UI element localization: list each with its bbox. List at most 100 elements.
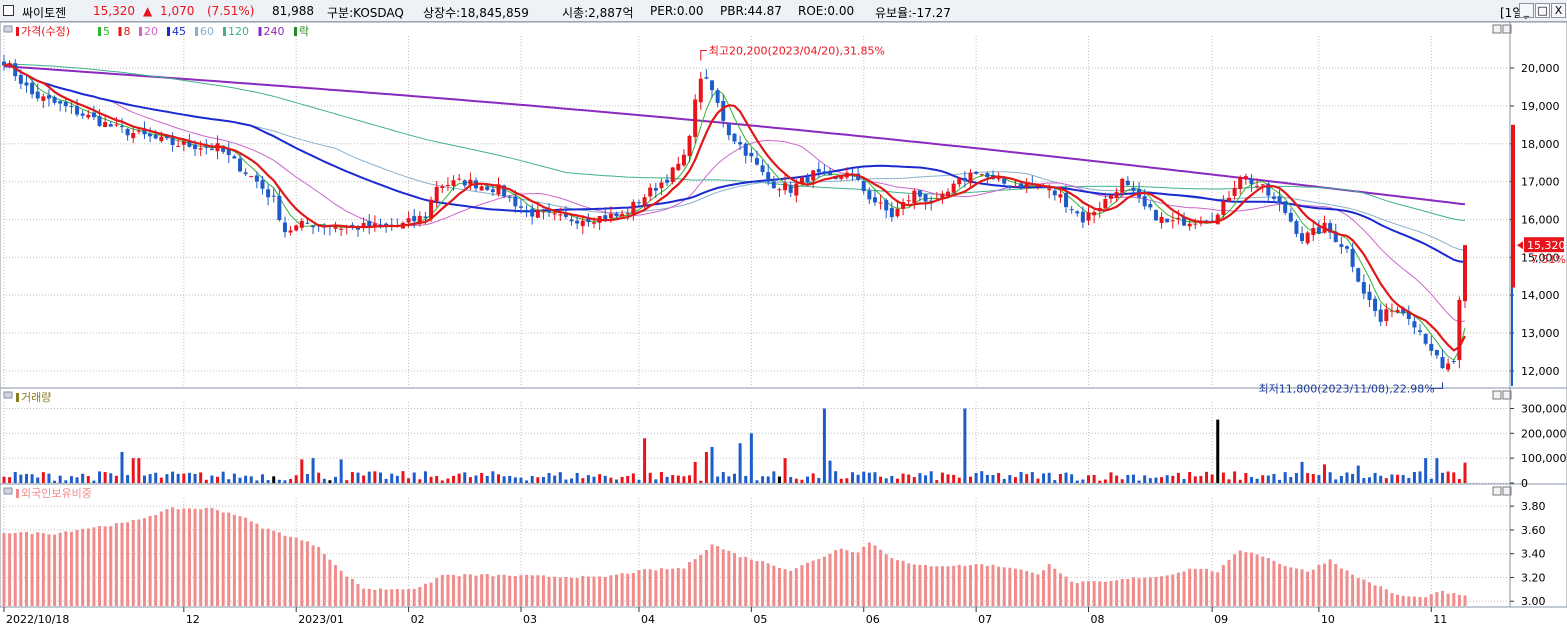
maximize-button[interactable]: □ xyxy=(1535,3,1550,18)
legend-swatch xyxy=(98,27,101,36)
foreign-bar xyxy=(249,521,253,606)
volume-bar xyxy=(227,479,231,483)
foreign-bar xyxy=(1120,579,1124,606)
candle-body xyxy=(120,126,125,128)
volume-bar xyxy=(1396,474,1400,483)
foreign-bar xyxy=(974,564,978,606)
volume-bar xyxy=(867,472,871,483)
candle-body xyxy=(665,179,670,183)
candle-body xyxy=(901,202,906,209)
foreign-bar xyxy=(221,512,225,606)
candle-body xyxy=(563,213,568,217)
volume-bar xyxy=(963,408,967,483)
volume-bar xyxy=(929,471,933,483)
volume-bar xyxy=(1176,472,1180,483)
volume-bar xyxy=(216,476,220,483)
candle-body xyxy=(1064,193,1069,208)
candle-body xyxy=(608,214,613,219)
candle-body xyxy=(170,137,175,146)
volume-bar xyxy=(614,479,618,483)
foreign-bar xyxy=(676,567,680,606)
foreign-bar xyxy=(856,552,860,606)
candle-body xyxy=(1159,216,1164,224)
volume-bar xyxy=(710,446,714,483)
candle-body xyxy=(1238,176,1243,189)
panel-menu-icon xyxy=(3,391,13,399)
stock-chart[interactable]: 20,000 19,000 18,000 17,000 16,000 15,000 14,0… xyxy=(0,22,1567,630)
volume-bar xyxy=(901,473,905,483)
price-tick-label: 18,000 xyxy=(1521,138,1560,151)
volume-bar xyxy=(407,478,411,483)
foreign-bar xyxy=(412,588,416,606)
volume-bar xyxy=(30,474,34,483)
foreign-bar xyxy=(851,552,855,606)
foreign-bar xyxy=(541,575,545,606)
panel-maximize-icon xyxy=(1502,390,1512,400)
foreign-bar xyxy=(171,507,175,606)
candle-body xyxy=(906,200,911,202)
foreign-bar xyxy=(24,531,28,606)
volume-bar xyxy=(1154,477,1158,483)
candle-body xyxy=(592,222,597,224)
volume-bar xyxy=(142,475,146,483)
volume-bar xyxy=(1339,475,1343,483)
close-button[interactable]: X xyxy=(1551,3,1566,18)
candle-body xyxy=(794,183,799,196)
foreign-bar xyxy=(480,574,484,606)
foreign-bar xyxy=(407,589,411,606)
foreign-bar xyxy=(334,564,338,606)
candle-body xyxy=(1457,299,1462,361)
select-checkbox[interactable] xyxy=(3,5,14,16)
foreign-bar xyxy=(901,560,905,606)
foreign-bar xyxy=(525,574,529,606)
candle-body xyxy=(1305,232,1310,244)
volume-bar xyxy=(176,473,180,483)
volume-bar xyxy=(772,471,776,483)
candle-body xyxy=(1165,218,1170,223)
candle-body xyxy=(1007,185,1012,188)
foreign-bar xyxy=(1227,559,1231,606)
volume-bar xyxy=(171,471,175,483)
candle-body xyxy=(1024,183,1029,188)
volume-bar xyxy=(272,476,276,483)
foreign-title: 외국인보유비중 xyxy=(21,487,92,500)
candle-body xyxy=(125,128,130,136)
candle-body xyxy=(670,167,675,182)
candle-body xyxy=(24,82,29,86)
legend-swatch xyxy=(258,27,262,36)
volume-bar xyxy=(738,443,742,483)
volume-bar xyxy=(1238,479,1242,483)
foreign-bar xyxy=(592,576,596,606)
volume-bar xyxy=(727,476,731,483)
foreign-bar xyxy=(1160,576,1164,606)
candle-body xyxy=(541,211,546,213)
foreign-bar xyxy=(8,533,12,606)
foreign-bar xyxy=(654,570,658,606)
volume-bar xyxy=(541,477,545,483)
panel-maximize-icon xyxy=(1502,486,1512,496)
volume-bar xyxy=(367,471,371,483)
volume-bar xyxy=(193,473,197,483)
foreign-bar xyxy=(255,523,259,606)
candle-body xyxy=(749,152,754,157)
ma5-line xyxy=(3,63,1466,361)
volume-bar xyxy=(1278,479,1282,483)
minimize-button[interactable]: _ xyxy=(1519,3,1534,18)
volume-bar xyxy=(1441,472,1445,483)
candle-body xyxy=(951,183,956,193)
foreign-bar xyxy=(688,562,692,606)
volume-bar xyxy=(1013,477,1017,483)
candle-body xyxy=(97,116,102,126)
foreign-bar xyxy=(665,569,669,606)
volume-bar xyxy=(1002,478,1006,483)
volume-bar xyxy=(946,474,950,483)
low-marker xyxy=(1430,382,1444,389)
candle-body xyxy=(1463,245,1467,302)
candle-body xyxy=(603,215,608,220)
candle-body xyxy=(1389,310,1394,312)
volume-bar xyxy=(654,479,658,483)
volume-bar xyxy=(1351,473,1355,483)
foreign-bar xyxy=(401,589,405,606)
candle-body xyxy=(288,230,293,233)
candle-body xyxy=(1215,214,1220,225)
